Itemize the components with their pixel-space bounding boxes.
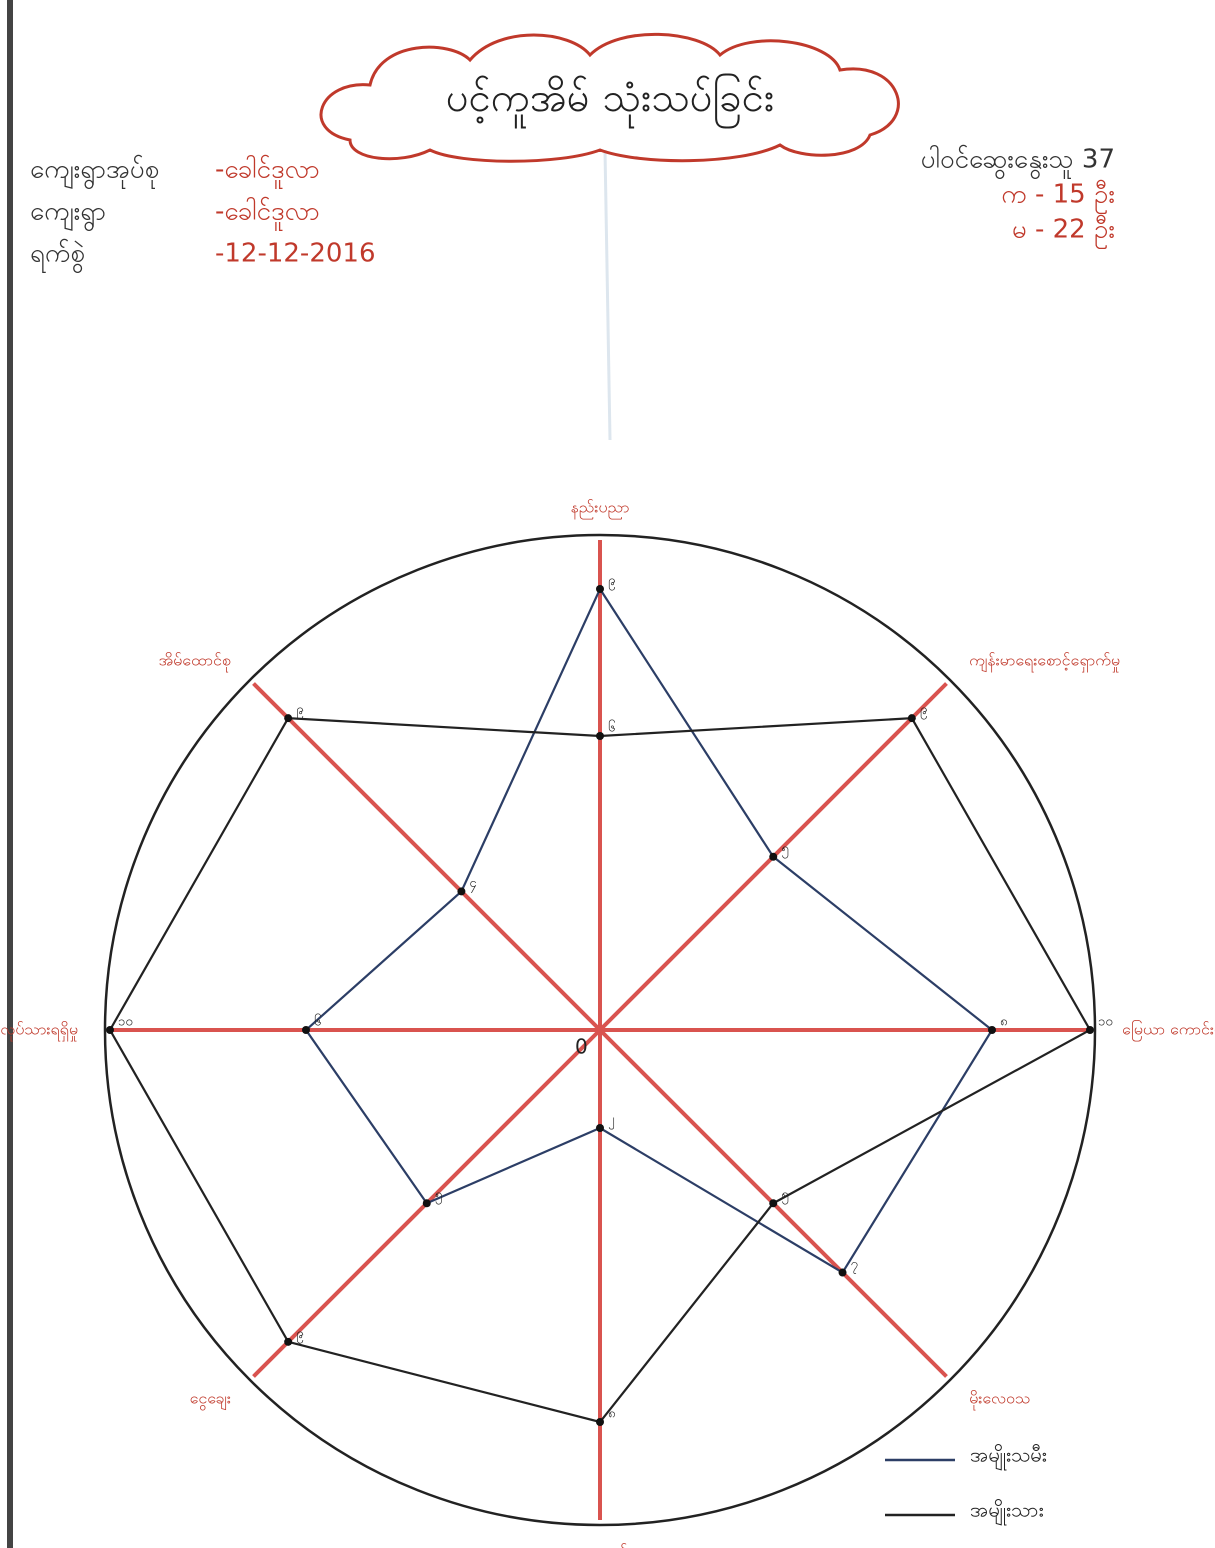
axis-label: အိမ်ထောင်စု (158, 650, 230, 672)
axis-label: မြေယာ ကောင်းမွန်မှု (1122, 1020, 1215, 1042)
axis-label: ငွေချေး (190, 1389, 231, 1411)
value-label: ၉ (608, 574, 615, 591)
header-value: -ခေါင်ဒူလာ (215, 154, 320, 190)
axis-label: စျေးကွက် (572, 1542, 628, 1548)
header-note: ပါဝင်ဆွေးနွေးသူ 37 (921, 144, 1115, 180)
value-label: ၇ (851, 1257, 858, 1274)
data-point (839, 1269, 847, 1277)
axis-label: နည်းပညာ (571, 498, 630, 520)
axis-spoke (254, 684, 600, 1030)
chart: ပင့်ကူအိမ် သုံးသပ်ခြင်း ကျေးရွာအုပ်စု -ခေ… (0, 0, 1215, 1548)
header-label: ရက်စွဲ (30, 238, 85, 274)
value-label: ၆ (314, 1014, 321, 1030)
value-label: ၄ (469, 876, 477, 893)
header-note: မ - 22 ဦး (1012, 214, 1115, 250)
value-label: ၁၀ (118, 1015, 133, 1030)
data-point (284, 714, 292, 722)
data-point (908, 714, 916, 722)
series-web (306, 589, 992, 1273)
value-label: ၅ (435, 1188, 442, 1205)
legend-label: အမျိုးသား (970, 1498, 1044, 1526)
data-point (457, 887, 465, 895)
value-label: ၅ (781, 841, 788, 858)
value-label: ၁၀ (1098, 1015, 1113, 1030)
data-point (769, 853, 777, 861)
value-label: ၈ (1000, 1015, 1007, 1030)
value-label: ၉ (296, 1326, 303, 1343)
data-point (988, 1026, 996, 1034)
header-note: က - 15 ဦး (1001, 179, 1115, 215)
value-label: ၂ (608, 1113, 614, 1130)
value-label: ၉ (920, 703, 927, 720)
data-point (423, 1199, 431, 1207)
value-label: ၆ (608, 720, 615, 736)
header-label: ကျေးရွာအုပ်စု (30, 154, 160, 190)
paper-fold (605, 150, 610, 440)
data-point (106, 1026, 114, 1034)
axis-label: မိုးလေဝသ (969, 1389, 1030, 1411)
value-label: ၈ (608, 1407, 615, 1422)
axis-label: ကျန်းမာရေးစောင့်ရှောက်မှု (969, 650, 1120, 672)
header-label: ကျေးရွာ (30, 197, 106, 232)
legend-label: အမျိုးသမီး (970, 1443, 1047, 1471)
chart-title: ပင့်ကူအိမ် သုံးသပ်ခြင်း (446, 74, 774, 129)
data-point (769, 1199, 777, 1207)
value-label: ၉ (296, 703, 303, 720)
data-point (302, 1026, 310, 1034)
axis-label: လုပ်သားရရှိမှု (0, 1020, 78, 1042)
value-label: ၅ (781, 1188, 788, 1205)
data-point (596, 585, 604, 593)
center-label: 0 (575, 1035, 588, 1059)
header-value: -12-12-2016 (215, 239, 375, 269)
data-point (596, 1124, 604, 1132)
data-point (596, 1418, 604, 1426)
data-point (284, 1338, 292, 1346)
data-point (596, 732, 604, 740)
header-value: -ခေါင်ဒူလာ (215, 196, 320, 232)
data-point (1086, 1026, 1094, 1034)
